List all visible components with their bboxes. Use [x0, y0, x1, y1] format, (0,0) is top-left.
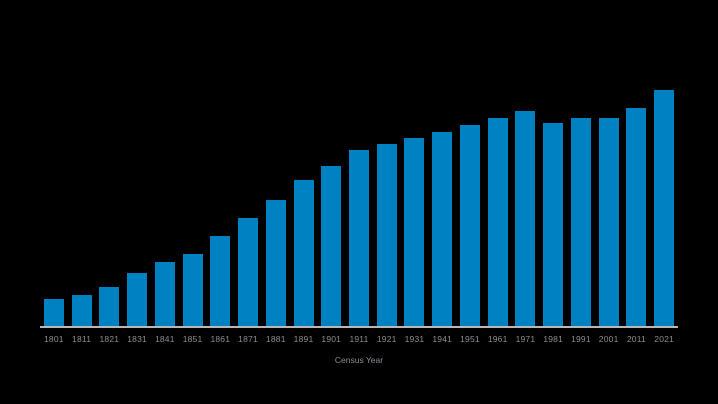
bar-1941: [432, 132, 453, 326]
bar-1921: [376, 144, 397, 326]
x-tick-label: 1851: [182, 334, 203, 344]
x-tick-label: 1871: [238, 334, 258, 344]
bar-1991: [570, 118, 591, 326]
bar-1801: [43, 299, 64, 326]
bar-1881: [265, 200, 286, 326]
x-tick-label: 1821: [99, 334, 120, 344]
x-tick-label: 1911: [349, 334, 369, 344]
x-tick-label: 1831: [127, 334, 147, 344]
bar-1911: [349, 150, 369, 326]
bar-1981: [543, 123, 564, 326]
x-tick-label: 1811: [72, 334, 92, 344]
x-tick-label: 1991: [571, 334, 591, 344]
x-tick-label: 2021: [654, 334, 674, 344]
bar-1931: [404, 138, 425, 326]
x-tick-label: 2001: [598, 334, 619, 344]
bar-1821: [99, 287, 120, 326]
x-tick-label: 1951: [460, 334, 480, 344]
x-tick-label: 1931: [404, 334, 425, 344]
bar-2021: [654, 90, 675, 326]
bar-1841: [154, 262, 175, 326]
x-tick-label: 1891: [293, 334, 314, 344]
x-tick-label: 1881: [265, 334, 286, 344]
bar-1851: [182, 254, 203, 326]
bar-1971: [515, 111, 536, 326]
x-tick-label: 1841: [154, 334, 175, 344]
x-tick-label: 1901: [321, 334, 342, 344]
x-tick-label: 1971: [515, 334, 536, 344]
bar-2001: [598, 118, 619, 326]
bar-1871: [238, 218, 259, 326]
x-tick-label: 2011: [626, 334, 646, 344]
bar-1891: [293, 180, 314, 326]
x-tick-label: 1981: [543, 334, 564, 344]
x-tick-label: 1941: [432, 334, 453, 344]
bar-2011: [626, 108, 647, 326]
bar-1811: [71, 295, 92, 326]
x-tick-label: 1801: [44, 334, 64, 344]
bar-1861: [210, 236, 231, 326]
bar-1951: [459, 125, 480, 326]
bar-1831: [127, 273, 148, 326]
x-axis-title: Census Year: [334, 355, 384, 365]
x-axis-line: [40, 326, 678, 328]
bar-1961: [487, 118, 508, 326]
bar-1901: [321, 166, 342, 326]
x-tick-label: 1861: [210, 334, 231, 344]
x-tick-label: 1961: [487, 334, 508, 344]
x-tick-label: 1921: [376, 334, 397, 344]
